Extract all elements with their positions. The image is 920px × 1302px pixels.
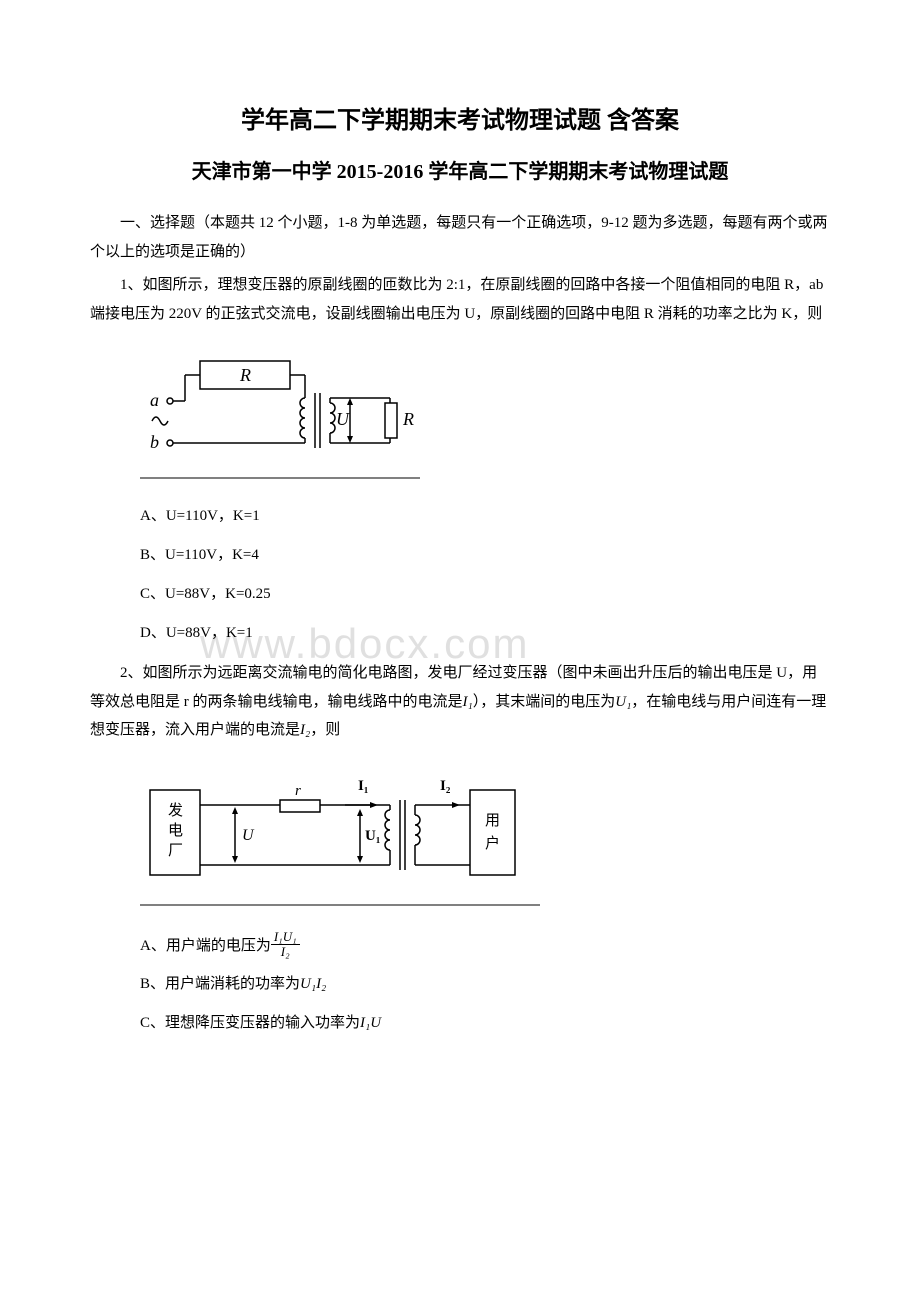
circuit-diagram-1: R a b [140,343,830,488]
q1-option-b: B、U=110V，K=4 [140,542,830,569]
label-generator-3: 厂 [168,843,183,859]
frac-denominator: I₂ [271,945,300,959]
label-r1: R [239,365,251,385]
circuit-diagram-2: 发 电 厂 U r I₁ [140,760,830,915]
main-title: 学年高二下学期期末考试物理试题 含答案 [90,100,830,135]
label-r: r [295,783,301,799]
q1-option-a: A、U=110V，K=1 [140,503,830,530]
question-1-text: 1、如图所示，理想变压器的原副线圈的匝数比为 2:1，在原副线圈的回路中各接一个… [90,271,830,328]
q2-option-b: B、用户端消耗的功率为U₁I₂ [140,971,830,998]
question-2-text: 2、如图所示为远距离交流输电的简化电路图，发电厂经过变压器（图中未画出升压后的输… [90,659,830,745]
label-i1: I₁ [358,778,368,794]
label-user-2: 户 [485,835,500,852]
label-generator-1: 发 [168,802,183,819]
math-u1: U₁ [615,694,631,710]
label-r2: R [402,409,414,429]
q2-option-c: C、理想降压变压器的输入功率为I₁U [140,1010,830,1037]
label-a: a [150,390,159,410]
section-heading: 一、选择题（本题共 12 个小题，1-8 为单选题，每题只有一个正确选项，9-1… [90,209,830,266]
label-user-1: 用 [485,813,500,829]
label-u2: U [242,827,255,844]
math-i2: I₂ [300,722,310,738]
q1-option-d: D、U=88V，K=1 [140,620,830,647]
label-b: b [150,432,159,452]
label-u1: U₁ [365,828,380,844]
label-u: U [336,409,350,429]
label-generator-2: 电 [168,822,183,839]
label-i2: I₂ [440,778,451,794]
frac-numerator: I₁U₁ [271,930,300,945]
sub-title: 天津市第一中学 2015-2016 学年高二下学期期末考试物理试题 [90,155,830,184]
q2-option-a: A、用户端的电压为 I₁U₁ I₂ [140,930,830,960]
q1-option-c: C、U=88V，K=0.25 [140,581,830,608]
math-i1: I₁ [463,694,473,710]
